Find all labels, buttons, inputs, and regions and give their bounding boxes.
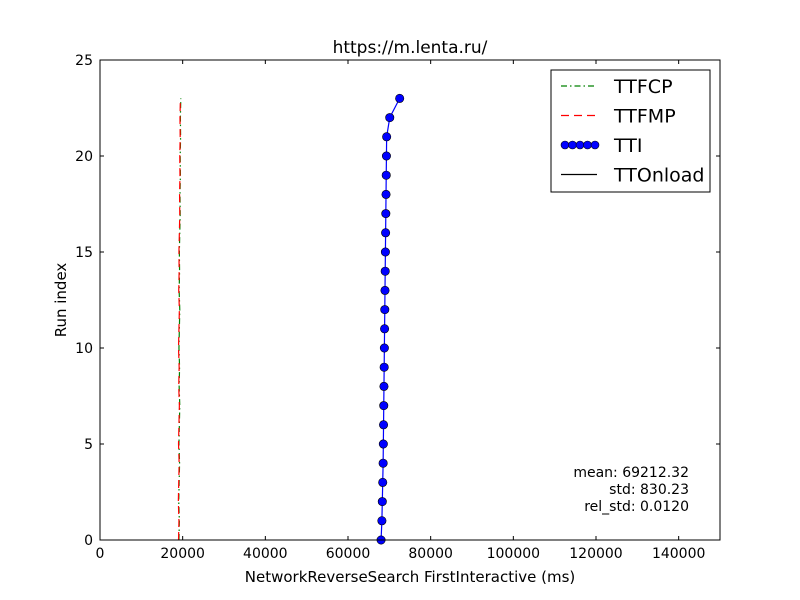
stat-line: rel_std: 0.0120 [584,499,689,515]
x-axis-label: NetworkReverseSearch FirstInteractive (m… [245,568,576,586]
x-tick-label: 0 [96,546,105,562]
x-axis: 0 20000 40000 60000 80000 100000 120000 140000 [96,60,705,562]
x-tick-label: 120000 [569,546,622,562]
data-point-tti [379,401,389,411]
y-tick-label: 25 [75,53,93,69]
data-point-tti [379,420,389,430]
data-point-tti [385,113,395,123]
legend-label-tti: TTI [613,135,642,157]
legend-marker [590,140,600,150]
data-point-tti [377,497,387,507]
data-point-tti [378,458,388,468]
legend-marker [575,140,585,150]
stat-line: mean: 69212.32 [573,465,689,481]
legend-label-ttfmp: TTFMP [613,106,676,128]
data-point-tti [379,381,389,391]
y-axis-label: Run index [52,263,70,338]
legend-label-ttonload: TTOnload [613,165,704,187]
y-axis: 0 5 10 15 20 25 [75,53,720,549]
y-tick-label: 5 [84,437,93,453]
data-point-tti [381,170,391,180]
data-point-tti [380,305,390,315]
data-point-tti [381,151,391,161]
chart-title: https://m.lenta.ru/ [333,38,488,58]
series-line-ttfmp [177,98,181,541]
y-tick-label: 0 [84,533,93,549]
data-point-tti [378,477,388,487]
stat-line: std: 830.23 [609,482,689,498]
plot-frame [99,59,721,541]
x-tick-label: 140000 [652,546,705,562]
legend-marker [583,140,592,150]
data-point-tti [377,516,387,526]
y-tick-label: 15 [75,245,93,261]
data-point-tti [381,189,391,199]
data-point-tti [379,343,389,353]
data-point-tti [381,209,391,219]
x-tick-label: 40000 [243,546,288,562]
legend-frame [550,69,711,193]
data-point-tti [395,93,405,103]
data-point-tti [381,228,391,238]
x-tick-label: 80000 [408,546,453,562]
x-tick-label: 20000 [160,546,205,562]
legend-marker [568,140,577,150]
y-tick-label: 10 [75,341,93,357]
x-tick-label: 100000 [487,546,540,562]
legend-marker [560,140,570,150]
data-point-tti [382,132,392,142]
data-point-tti [380,324,390,334]
y-tick-label: 20 [75,149,93,165]
data-point-tti [379,362,389,372]
data-point-tti [378,439,388,449]
x-tick-label: 60000 [326,546,371,562]
data-point-tti [380,266,390,276]
data-point-tti [380,285,390,295]
legend-label-ttfcp: TTFCP [613,76,673,98]
legend: TTFCP TTFMP TTI TTOnload [550,69,711,193]
data-point-tti [380,247,390,257]
